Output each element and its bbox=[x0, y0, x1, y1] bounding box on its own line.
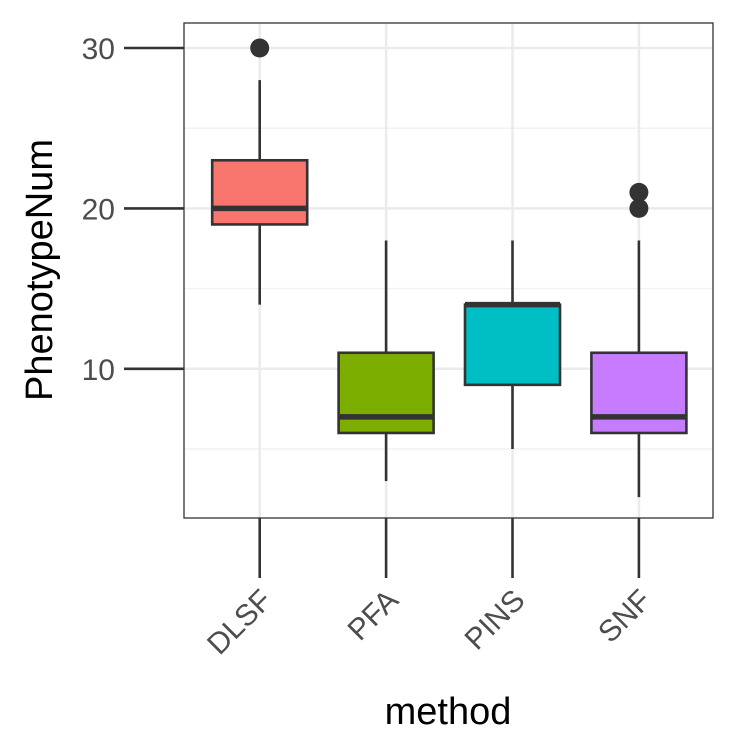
y-tick-label: 20 bbox=[82, 193, 115, 226]
iqr-box bbox=[210, 158, 309, 226]
iqr-box bbox=[463, 303, 562, 387]
outlier-point bbox=[250, 38, 270, 58]
x-tick-label-pins: PINS bbox=[459, 584, 532, 657]
iqr-box bbox=[590, 351, 688, 435]
y-tick-label: 30 bbox=[82, 33, 115, 66]
panel-background bbox=[184, 23, 713, 518]
box-pfa bbox=[337, 240, 435, 482]
box-layer bbox=[210, 38, 688, 498]
grid-layer bbox=[184, 23, 713, 518]
x-tick-label-dlsf: DLSF bbox=[201, 584, 279, 662]
x-tick-label-snf: SNF bbox=[592, 584, 658, 650]
x-tick-label-pfa: PFA bbox=[342, 584, 405, 647]
box-pins bbox=[463, 240, 562, 449]
y-tick-label: 10 bbox=[82, 354, 115, 387]
box-dlsf bbox=[210, 38, 309, 305]
panel-border bbox=[183, 22, 714, 519]
outlier-point bbox=[629, 198, 649, 218]
iqr-box bbox=[337, 351, 435, 435]
y-axis-title: PhenotypeNum bbox=[19, 139, 61, 401]
outlier-point bbox=[629, 182, 649, 202]
x-axis-title: method bbox=[385, 691, 512, 733]
box-snf bbox=[590, 182, 688, 498]
